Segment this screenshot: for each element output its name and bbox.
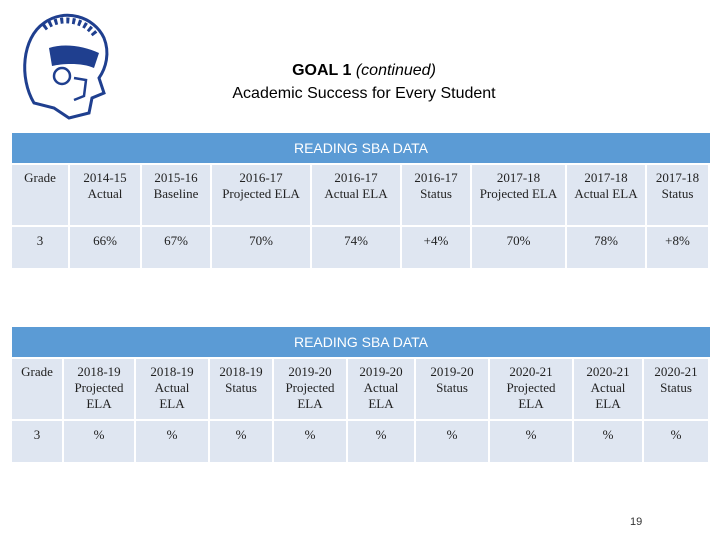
- table-cell: 78%: [567, 227, 645, 268]
- column-header: 2017-18 Status: [647, 165, 708, 225]
- column-header: 2016-17 Actual ELA: [312, 165, 400, 225]
- table-cell: %: [644, 421, 708, 462]
- column-header: 2017-18 Actual ELA: [567, 165, 645, 225]
- table-cell: %: [136, 421, 208, 462]
- column-header: 2018-19 Status: [210, 359, 272, 419]
- table-cell: %: [574, 421, 642, 462]
- table-cell: %: [416, 421, 488, 462]
- table-cell: +4%: [402, 227, 470, 268]
- column-header: 2015-16 Baseline: [142, 165, 210, 225]
- table-cell: %: [274, 421, 346, 462]
- table-cell: %: [490, 421, 572, 462]
- column-header: 2019-20 Status: [416, 359, 488, 419]
- column-header: Grade: [12, 359, 62, 419]
- table-cell: 70%: [472, 227, 565, 268]
- table-cell: 3: [12, 227, 68, 268]
- column-header: 2018-19 Actual ELA: [136, 359, 208, 419]
- title-italic: (continued): [355, 62, 436, 79]
- table-cell: 3: [12, 421, 62, 462]
- subtitle: Academic Success for Every Student: [232, 85, 496, 102]
- column-header: 2020-21 Actual ELA: [574, 359, 642, 419]
- column-header: Grade: [12, 165, 68, 225]
- column-header: 2017-18 Projected ELA: [472, 165, 565, 225]
- logo: [23, 13, 109, 120]
- table-cell: %: [64, 421, 134, 462]
- table-cell: 70%: [212, 227, 310, 268]
- table-cell: %: [348, 421, 414, 462]
- column-header: 2014-15 Actual: [70, 165, 140, 225]
- table-cell: 74%: [312, 227, 400, 268]
- column-header: 2018-19 Projected ELA: [64, 359, 134, 419]
- table-caption: READING SBA DATA: [12, 327, 710, 357]
- column-header: 2019-20 Projected ELA: [274, 359, 346, 419]
- page-number: 19: [630, 516, 643, 528]
- table-cell: +8%: [647, 227, 708, 268]
- title-bold: GOAL 1: [292, 62, 352, 79]
- column-header: 2020-21 Status: [644, 359, 708, 419]
- title: GOAL 1 (continued): [0, 62, 720, 80]
- table-caption: READING SBA DATA: [12, 133, 710, 163]
- column-header: 2016-17 Projected ELA: [212, 165, 310, 225]
- table-cell: 67%: [142, 227, 210, 268]
- table-cell: 66%: [70, 227, 140, 268]
- column-header: 2020-21 Projected ELA: [490, 359, 572, 419]
- table-cell: %: [210, 421, 272, 462]
- column-header: 2016-17 Status: [402, 165, 470, 225]
- column-header: 2019-20 Actual ELA: [348, 359, 414, 419]
